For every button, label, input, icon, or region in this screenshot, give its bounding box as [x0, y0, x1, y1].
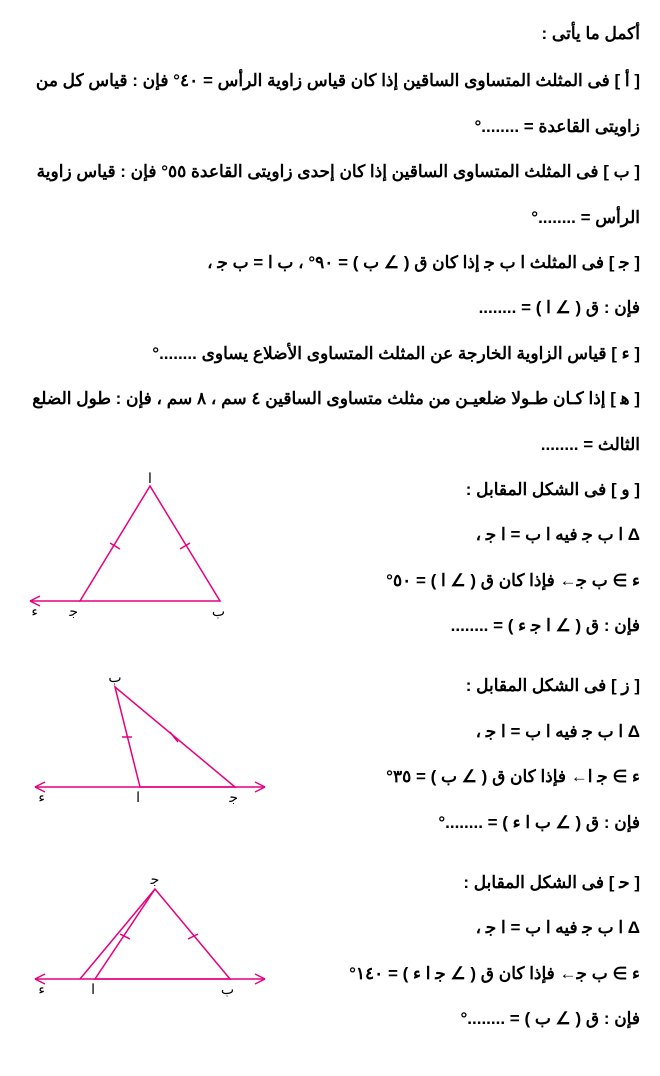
item-b-label: [ ب ] [603, 162, 640, 181]
item-g-label: [ ز ] [611, 676, 640, 695]
item-d-label: [ ء ] [611, 344, 640, 363]
item-b-text1: فى المثلث المتساوى الساقين إذا كان إحدى … [37, 162, 599, 181]
item-a-text1: فى المثلث المتساوى الساقين إذا كان قياس … [36, 71, 610, 90]
header-title: أكمل ما يأتى : [20, 15, 640, 52]
item-f-line2: ء ∋ ب ﺟ← فإذا كان ق ( ∠ ا ) = ٥٠° [300, 562, 640, 599]
item-e-text1: إذا كـان طـولا ضلعيـن من مثلث متساوى الس… [32, 389, 605, 408]
item-a-cont: زاويتى القاعدة = ........° [20, 108, 640, 145]
item-f-line3: فإن : ق ( ∠ ا ﺟ ء ) = ........ [300, 607, 640, 644]
item-h-label: [ ﺣ ] [609, 873, 640, 892]
figure-h: ﺟ ب ا ء [20, 864, 280, 1014]
item-h-row: [ ﺣ ] فى الشكل المقابل : Δ ا ب ﺟ فيه ا ب… [20, 864, 640, 1046]
item-h-line2: ء ∋ ب ﺟ← فإذا كان ق ( ∠ ﺟ ا ء ) = ١٤٠° [300, 955, 640, 992]
svg-text:ا: ا [91, 981, 95, 997]
svg-text:ء: ء [38, 981, 45, 997]
item-f-intro: فى الشكل المقابل : [466, 480, 607, 499]
svg-text:ﺟ: ﺟ [68, 603, 78, 619]
item-b: [ ب ] فى المثلث المتساوى الساقين إذا كان… [20, 153, 640, 190]
svg-text:ب: ب [221, 981, 234, 997]
figure-f: ا ب ﺟ ء [20, 471, 280, 631]
item-g-row: [ ز ] فى الشكل المقابل : Δ ا ب ﺟ فيه ا ب… [20, 667, 640, 849]
item-h-line3: فإن : ق ( ∠ ب ) = ........° [300, 1000, 640, 1037]
item-h-intro: فى الشكل المقابل : [463, 873, 604, 892]
item-c-text1: فى المثلث ا ب ﺟ إذا كان ق ( ∠ ب ) = ٩٠° … [207, 253, 604, 272]
svg-text:ء: ء [31, 603, 38, 619]
svg-text:ﺟ: ﺟ [150, 871, 160, 887]
svg-text:ء: ء [38, 789, 45, 805]
item-e: [ ﻫ ] إذا كـان طـولا ضلعيـن من مثلث متسا… [20, 380, 640, 417]
svg-text:ا: ا [136, 789, 140, 805]
item-h-line1: Δ ا ب ﺟ فيه ا ب = ا ﺟ ، [300, 909, 640, 946]
item-g-line3: فإن : ق ( ∠ ب ا ء ) = ........° [300, 804, 640, 841]
item-c-label: [ ﺟ ] [609, 253, 640, 272]
item-g-intro: فى الشكل المقابل : [466, 676, 607, 695]
svg-text:ا: ا [148, 471, 152, 486]
item-c: [ ﺟ ] فى المثلث ا ب ﺟ إذا كان ق ( ∠ ب ) … [20, 244, 640, 281]
item-c-cont: فإن : ق ( ∠ ا ) = ........ [20, 289, 640, 326]
item-h: [ ﺣ ] فى الشكل المقابل : [300, 864, 640, 901]
item-e-label: [ ﻫ ] [610, 389, 640, 408]
item-g: [ ز ] فى الشكل المقابل : [300, 667, 640, 704]
svg-text:ب: ب [108, 669, 121, 685]
item-e-cont: الثالث = ........ [20, 426, 640, 463]
item-f: [ و ] فى الشكل المقابل : [300, 471, 640, 508]
item-g-line1: Δ ا ب ﺟ فيه ا ب = ا ﺟ ، [300, 713, 640, 750]
item-f-row: [ و ] فى الشكل المقابل : Δ ا ب ﺟ فيه ا ب… [20, 471, 640, 653]
item-b-cont: الرأس = ........° [20, 199, 640, 236]
item-d: [ ء ] قياس الزاوية الخارجة عن المثلث الم… [20, 335, 640, 372]
item-f-line1: Δ ا ب ﺟ فيه ا ب = ا ﺟ ، [300, 516, 640, 553]
svg-text:ب: ب [212, 603, 225, 619]
item-g-line2: ء ∋ ﺟ ا← فإذا كان ق ( ∠ ب ) = ٣٥° [300, 758, 640, 795]
figure-g: ب ﺟ ا ء [20, 667, 280, 817]
item-a: [ أ ] فى المثلث المتساوى الساقين إذا كان… [20, 62, 640, 99]
item-a-label: [ أ ] [615, 71, 641, 90]
item-d-text: قياس الزاوية الخارجة عن المثلث المتساوى … [152, 344, 606, 363]
svg-text:ﺟ: ﺟ [228, 789, 238, 805]
item-f-label: [ و ] [611, 480, 640, 499]
